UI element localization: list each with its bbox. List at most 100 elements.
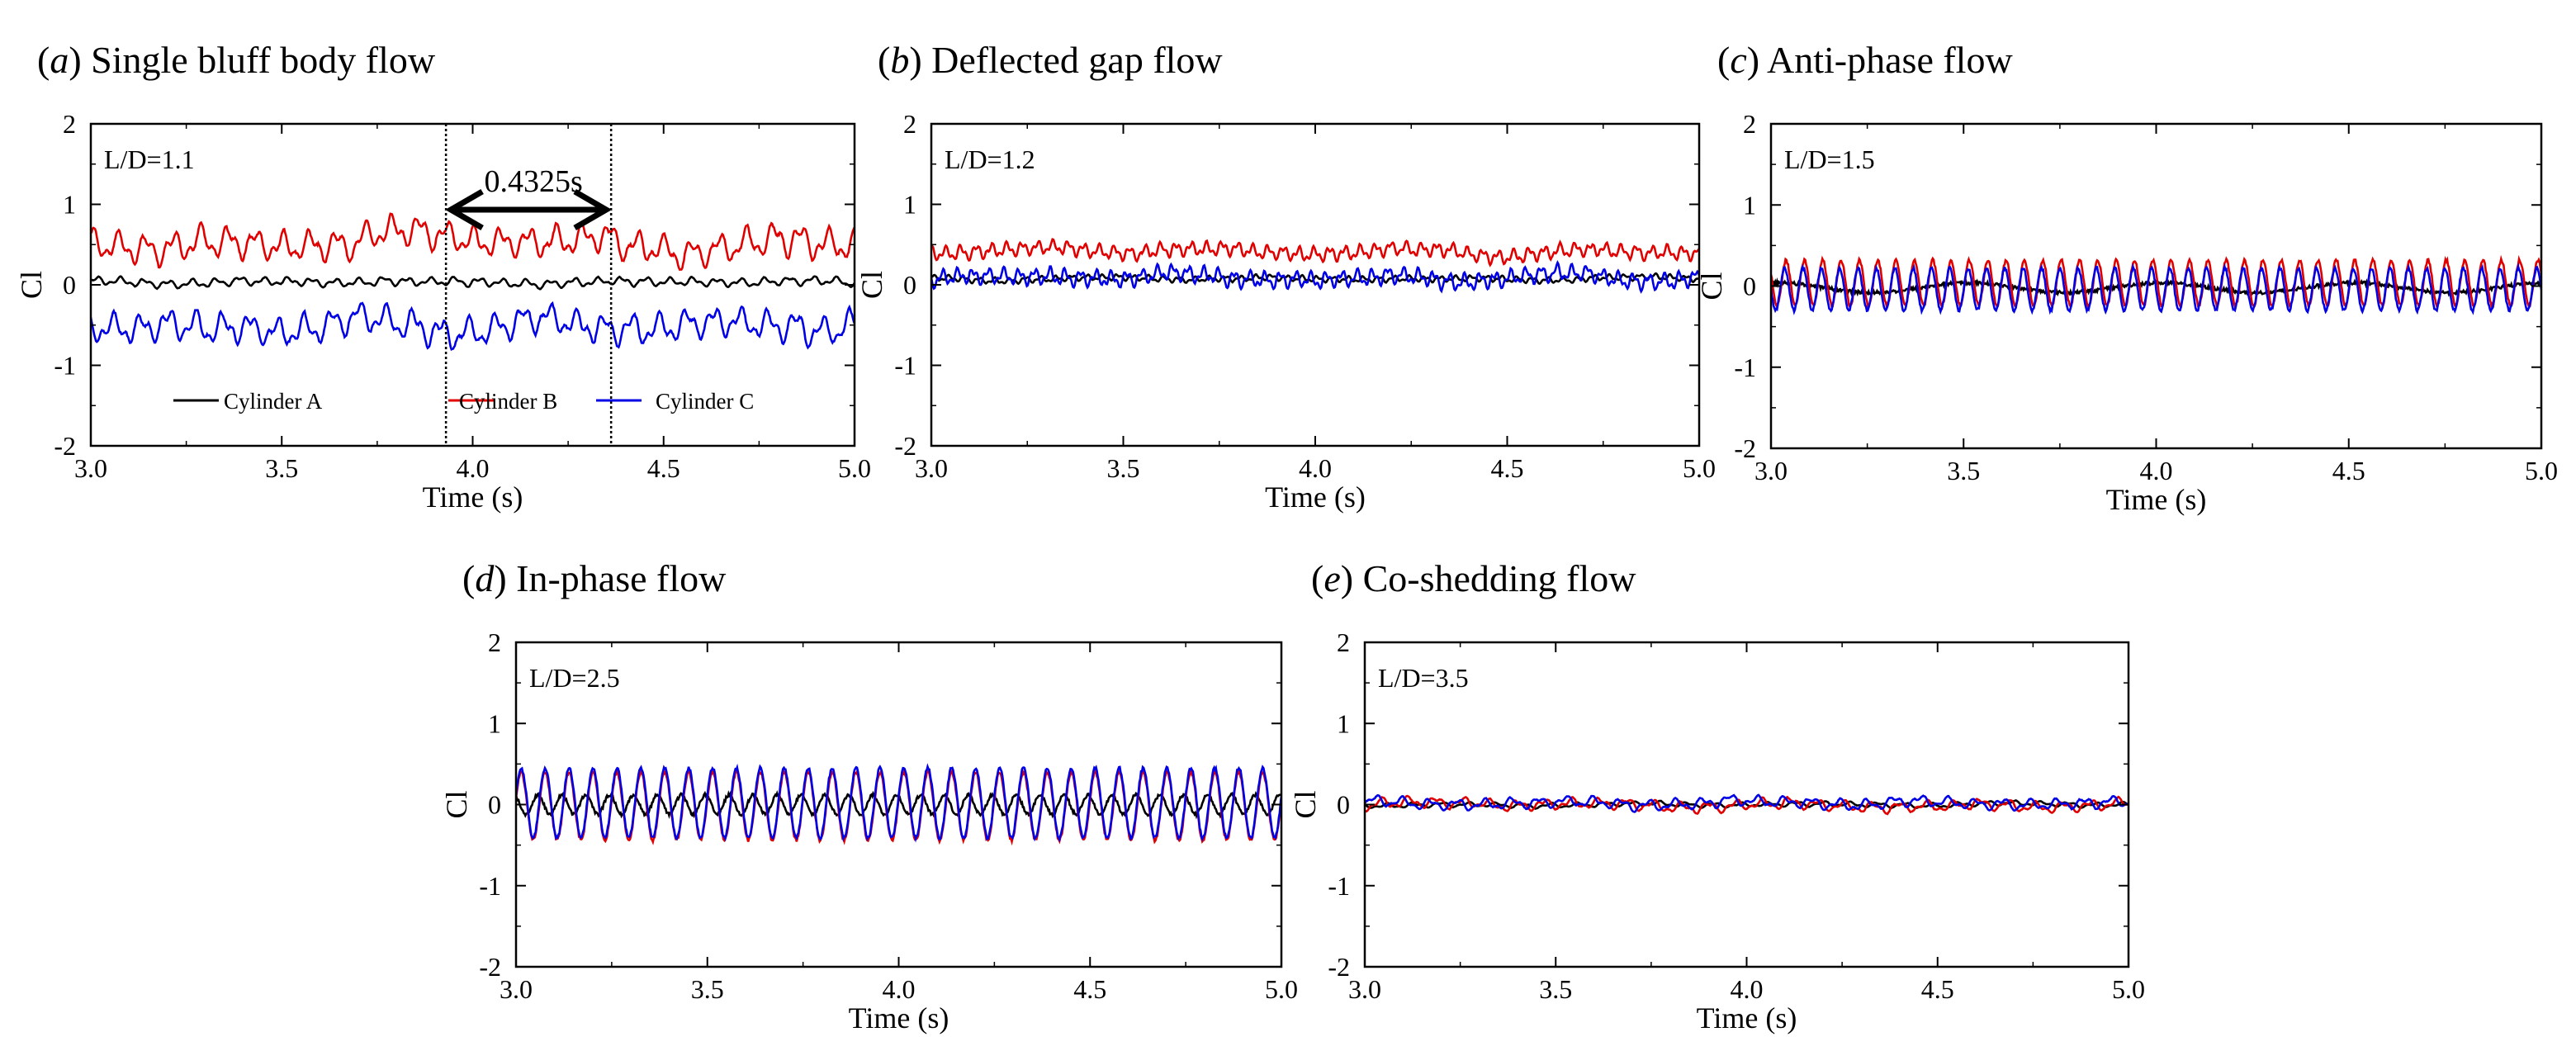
x-axis-label: Time (s) [423, 481, 523, 514]
y-tick-label: -1 [1734, 353, 1756, 382]
series-cylinder-b [931, 238, 1699, 267]
series-cylinder-c [1365, 793, 2129, 813]
panel-a: (a) Single bluff body flow 3.0 3.5 4.0 4.5 5.… [15, 39, 871, 514]
panel-title-text: ) Anti-phase flow [1747, 39, 2014, 81]
panel-title: (e) Co-shedding flow [1311, 557, 1636, 599]
x-axis-label: Time (s) [1697, 1001, 1797, 1034]
x-axis-label: Time (s) [1265, 481, 1366, 514]
y-tick-label: -2 [894, 431, 916, 461]
y-tick-label: -2 [1734, 433, 1756, 463]
panel-title: (b) Deflected gap flow [878, 39, 1223, 81]
y-tick-label: 2 [1743, 109, 1756, 139]
ld-ratio-label: L/D=1.5 [1784, 144, 1875, 174]
y-axis-label: Cl [1695, 272, 1728, 300]
x-tick-label: 3.5 [1107, 453, 1140, 483]
x-tick-label: 4.0 [1299, 453, 1332, 483]
panel-d: (d) In-phase flow 3.0 3.5 4.0 4.5 5.0 -2 -1 0 1 2 T… [440, 557, 1298, 1034]
y-tick-label: 1 [1743, 190, 1756, 220]
x-tick-label: 4.5 [1491, 453, 1524, 483]
ld-ratio-label: L/D=1.2 [945, 144, 1035, 174]
x-tick-label: 4.5 [2332, 456, 2365, 485]
y-tick-label: -2 [54, 431, 76, 461]
panel-letter: ( [1311, 557, 1324, 599]
x-tick-label: 4.0 [1731, 974, 1764, 1004]
x-tick-label: 3.0 [915, 453, 948, 483]
series-cylinder-a [91, 275, 855, 291]
y-tick-label: 1 [1337, 708, 1350, 738]
y-tick-label: 2 [488, 627, 501, 657]
y-tick-label: -2 [1328, 952, 1350, 982]
period-arrow-right-head [573, 188, 613, 231]
y-axis-label: Cl [440, 790, 473, 818]
y-tick-label: 2 [903, 109, 916, 139]
panel-title-text: ) Single bluff body flow [69, 39, 436, 81]
y-tick-label: 0 [1337, 790, 1350, 820]
panel-title: (c) Anti-phase flow [1717, 39, 2013, 81]
x-tick-label: 5.0 [1683, 453, 1716, 483]
period-arrow-left-head [445, 188, 484, 231]
panel-title-text: ) Co-shedding flow [1341, 557, 1637, 599]
ld-ratio-label: L/D=2.5 [529, 663, 620, 693]
x-tick-label: 3.0 [500, 974, 533, 1004]
y-axis-label: Cl [855, 271, 888, 299]
panel-title-text: ) Deflected gap flow [909, 39, 1223, 81]
legend-label: Cylinder C [656, 389, 754, 414]
series-cylinder-b [91, 212, 855, 272]
y-tick-label: 1 [903, 190, 916, 220]
panel-c: (c) Anti-phase flow 3.0 3.5 4.0 4.5 5.0 -2 -1 0 1… [1695, 39, 2558, 516]
x-axis-label: Time (s) [2106, 483, 2207, 516]
x-tick-label: 4.5 [1921, 974, 1954, 1004]
panel-letter-italic: a [50, 39, 69, 81]
x-tick-label: 4.0 [2140, 456, 2173, 485]
x-tick-label: 3.5 [265, 453, 298, 483]
x-tick-label: 5.0 [2525, 456, 2558, 485]
series-cylinder-c [1771, 262, 2541, 315]
ld-ratio-label: L/D=1.1 [104, 144, 195, 174]
x-tick-label: 5.0 [2112, 974, 2145, 1004]
period-label: 0.4325s [484, 164, 582, 199]
panel-letter: ( [878, 39, 890, 81]
panel-title: (d) In-phase flow [462, 557, 727, 599]
panel-letter: ( [1717, 39, 1730, 81]
y-tick-label: -2 [479, 952, 501, 982]
panel-title-text: ) In-phase flow [494, 557, 727, 599]
panel-letter: ( [37, 39, 50, 81]
x-tick-label: 3.0 [1348, 974, 1381, 1004]
x-tick-label: 3.5 [1947, 456, 1980, 485]
ld-ratio-label: L/D=3.5 [1378, 663, 1469, 693]
y-tick-label: 1 [63, 190, 76, 220]
x-tick-label: 3.0 [74, 453, 107, 483]
y-tick-label: 0 [903, 270, 916, 300]
panel-letter-italic: c [1730, 39, 1746, 81]
x-tick-label: 5.0 [1265, 974, 1298, 1004]
x-tick-label: 4.5 [647, 453, 680, 483]
y-axis-label: Cl [15, 271, 48, 299]
x-tick-label: 5.0 [838, 453, 871, 483]
x-tick-label: 3.5 [691, 974, 724, 1004]
series-cylinder-a [931, 272, 1699, 286]
x-tick-label: 3.0 [1754, 456, 1788, 485]
y-tick-label: -1 [54, 351, 76, 381]
panel-letter-italic: e [1324, 557, 1340, 599]
y-tick-label: 0 [1743, 272, 1756, 301]
y-axis-label: Cl [1289, 790, 1322, 818]
panel-letter-italic: d [475, 557, 495, 599]
x-tick-label: 3.5 [1539, 974, 1572, 1004]
series-cylinder-b [1771, 254, 2541, 311]
panel-letter-italic: b [890, 39, 909, 81]
y-tick-label: 2 [1337, 627, 1350, 657]
y-tick-label: -1 [894, 351, 916, 381]
x-tick-label: 4.5 [1073, 974, 1106, 1004]
series-cylinder-c [516, 763, 1281, 843]
panel-letter: ( [462, 557, 475, 599]
panel-title: (a) Single bluff body flow [37, 39, 436, 81]
legend-label: Cylinder B [459, 389, 557, 414]
panel-e: (e) Co-shedding flow 3.0 3.5 4.0 4.5 5.0 -2 -1 0… [1289, 557, 2145, 1034]
legend: Cylinder A Cylinder B Cylinder C [173, 389, 754, 414]
x-tick-label: 4.0 [883, 974, 916, 1004]
y-tick-label: 0 [63, 270, 76, 300]
y-tick-label: 1 [488, 708, 501, 738]
y-tick-label: -1 [1328, 871, 1350, 901]
series-cylinder-c [931, 260, 1699, 294]
